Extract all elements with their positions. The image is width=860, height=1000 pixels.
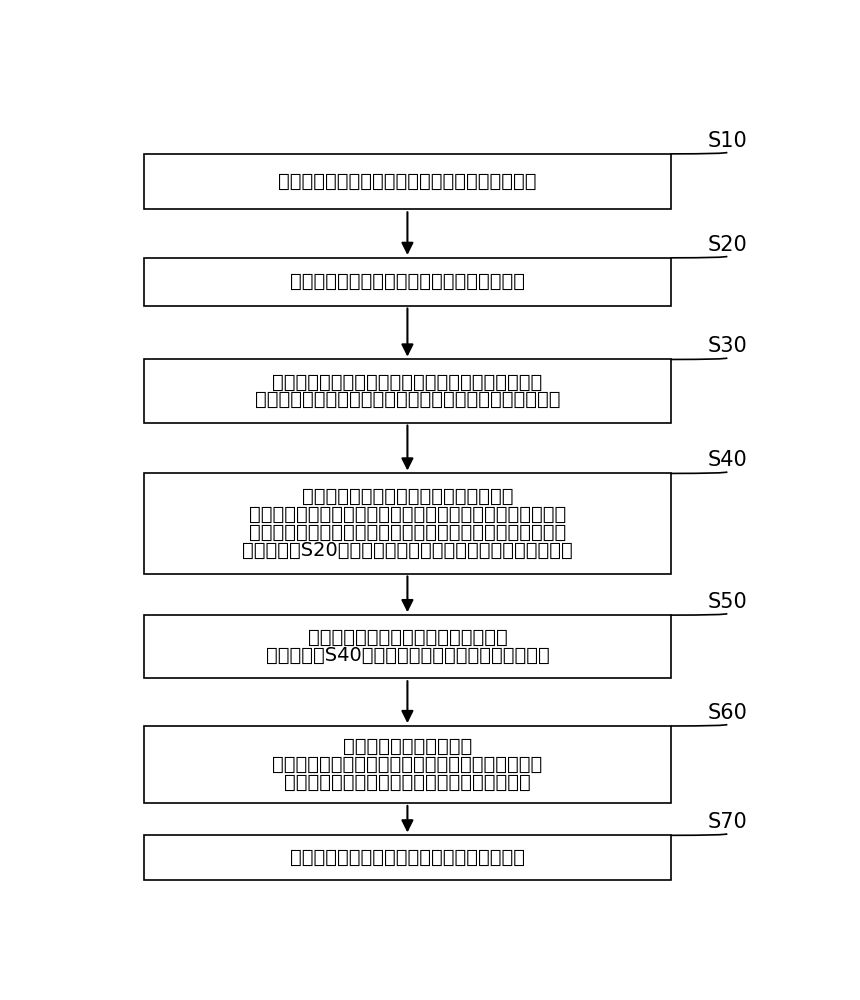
Bar <box>144 258 671 306</box>
Text: 干扰相位误差模型参数，进而获取对应探测子空间的: 干扰相位误差模型参数，进而获取对应探测子空间的 <box>273 755 543 774</box>
Bar <box>144 726 671 803</box>
Text: 对所述步骤S40获得的各子空间中的所述大气干扰相: 对所述步骤S40获得的各子空间中的所述大气干扰相 <box>266 646 550 665</box>
Text: 获得补偿后的全部探测空间的所述形变相位。: 获得补偿后的全部探测空间的所述形变相位。 <box>290 848 525 867</box>
Text: 构建地基圆弧干涉合成孔径雷达差分干涉相位模型: 构建地基圆弧干涉合成孔径雷达差分干涉相位模型 <box>278 172 537 191</box>
Bar <box>144 615 671 678</box>
Text: S10: S10 <box>708 131 747 151</box>
Text: 度离差对网格内的所述永久散射点进行相位加权平均处理后，: 度离差对网格内的所述永久散射点进行相位加权平均处理后， <box>249 505 566 524</box>
Text: 位样本点进行筛选，得到可用样本点；: 位样本点进行筛选，得到可用样本点； <box>308 628 507 647</box>
Text: 根据统计特征量从所述干涉相位中筛选出永久散射点，其中: 根据统计特征量从所述干涉相位中筛选出永久散射点，其中 <box>255 390 560 409</box>
Bar <box>144 359 671 423</box>
Text: S70: S70 <box>708 812 747 832</box>
Text: S50: S50 <box>708 592 747 612</box>
Text: 分，再根据设定窗大小对子空间划分网格，根据相关系数和幅: 分，再根据设定窗大小对子空间划分网格，根据相关系数和幅 <box>249 523 566 542</box>
Bar <box>144 154 671 209</box>
Text: S30: S30 <box>708 336 747 356</box>
Text: 作为网格中心点的大气干扰相位样本点；: 作为网格中心点的大气干扰相位样本点； <box>302 487 513 506</box>
Text: 对所述干涉相位进行滤波处理，消除相位噪声: 对所述干涉相位进行滤波处理，消除相位噪声 <box>290 272 525 291</box>
Text: 利用所述可用样本点估算对应子空间的所述大气: 利用所述可用样本点估算对应子空间的所述大气 <box>284 773 531 792</box>
Text: 所述大气干扰相位误差；: 所述大气干扰相位误差； <box>343 737 472 756</box>
Text: S20: S20 <box>708 235 747 255</box>
Bar <box>144 473 671 574</box>
Bar <box>144 835 671 880</box>
Text: S40: S40 <box>708 450 747 470</box>
Text: 对所述步骤S20获得的所述干涉相位在方位向上进行子空间划: 对所述步骤S20获得的所述干涉相位在方位向上进行子空间划 <box>242 541 573 560</box>
Text: S60: S60 <box>708 703 747 723</box>
Text: 所述永久散射点为所述干涉相位近似为零的控制点；: 所述永久散射点为所述干涉相位近似为零的控制点； <box>273 373 543 392</box>
